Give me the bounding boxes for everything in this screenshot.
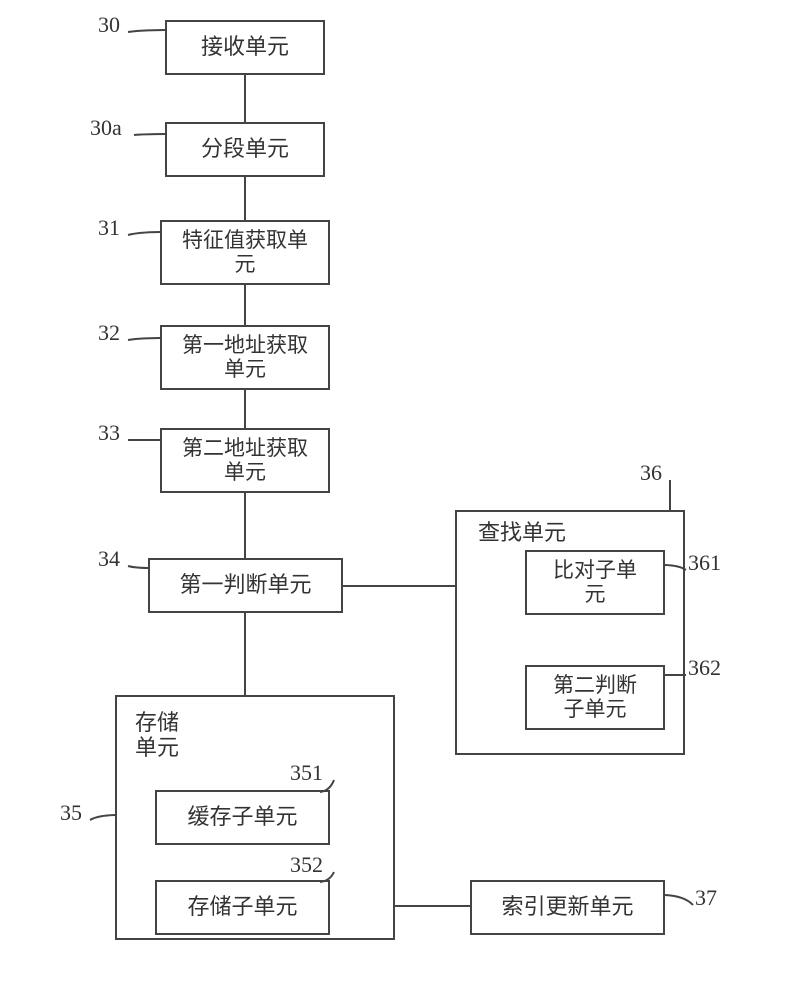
- leader-33: [118, 430, 170, 450]
- node-37: 索引更新单元: [470, 880, 665, 935]
- node-30a: 分段单元: [165, 122, 325, 177]
- leader-37: [655, 885, 703, 915]
- connector-line: [244, 75, 246, 122]
- node-361: 比对子单 元: [525, 550, 665, 615]
- leader-30a: [124, 124, 175, 145]
- ref-label-33: 33: [98, 420, 120, 446]
- node-33: 第二地址获取 单元: [160, 428, 330, 493]
- connector-line: [244, 285, 246, 325]
- node-label: 接收单元: [201, 35, 289, 59]
- ref-label-34: 34: [98, 546, 120, 572]
- node-label: 存储子单元: [187, 895, 297, 919]
- node-31: 特征值获取单 元: [160, 220, 330, 285]
- container-title-36: 查找单元: [478, 520, 566, 545]
- node-label: 第一判断单元: [179, 573, 311, 597]
- leader-35: [80, 805, 125, 830]
- leader-34: [118, 556, 158, 578]
- node-label: 索引更新单元: [501, 895, 633, 919]
- connector-line: [343, 585, 455, 587]
- connector-line: [244, 493, 246, 558]
- leader-32: [118, 328, 170, 350]
- node-label: 第二地址获取 单元: [182, 437, 308, 483]
- node-32: 第一地址获取 单元: [160, 325, 330, 390]
- ref-label-32: 32: [98, 320, 120, 346]
- node-362: 第二判断 子单元: [525, 665, 665, 730]
- node-label: 第一地址获取 单元: [182, 334, 308, 380]
- node-30: 接收单元: [165, 20, 325, 75]
- node-label: 第二判断 子单元: [553, 674, 637, 720]
- connector-line: [244, 177, 246, 220]
- node-351: 缓存子单元: [155, 790, 330, 845]
- node-label: 缓存子单元: [187, 805, 297, 829]
- leader-362: [655, 665, 696, 685]
- leader-31: [118, 222, 170, 245]
- diagram-stage: 存储 单元 查找单元 接收单元分段单元特征值获取单 元第一地址获取 单元第二地址获取…: [0, 0, 788, 1000]
- connector-line: [244, 390, 246, 428]
- leader-352: [310, 862, 344, 892]
- ref-label-30: 30: [98, 12, 120, 38]
- node-352: 存储子单元: [155, 880, 330, 935]
- leader-361: [655, 555, 696, 580]
- ref-label-35: 35: [60, 800, 82, 826]
- node-label: 比对子单 元: [553, 559, 637, 605]
- ref-label-31: 31: [98, 215, 120, 241]
- container-title-35: 存储 单元: [135, 710, 179, 761]
- node-34: 第一判断单元: [148, 558, 343, 613]
- node-label: 分段单元: [201, 137, 289, 161]
- leader-30: [118, 20, 175, 42]
- ref-label-36: 36: [640, 460, 662, 486]
- leader-351: [310, 770, 344, 802]
- leader-36: [660, 470, 680, 522]
- ref-label-30a: 30a: [90, 115, 122, 141]
- node-label: 特征值获取单 元: [182, 229, 308, 275]
